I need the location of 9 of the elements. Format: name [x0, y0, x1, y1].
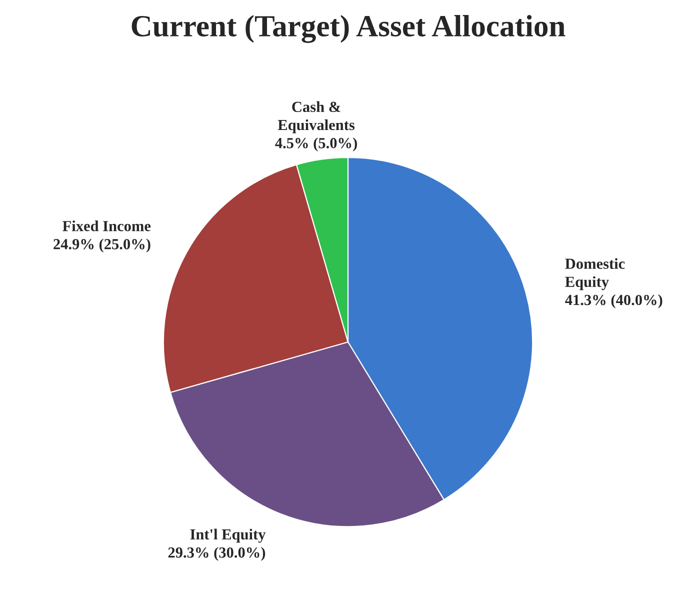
chart-title: Current (Target) Asset Allocation: [132, 15, 566, 43]
slice-label: Domestic Equity: [565, 258, 625, 290]
slice-label: Cash & Equivalents: [278, 101, 355, 134]
slice-label: Fixed Income: [62, 220, 151, 232]
slice-label: Int'l Equity: [190, 528, 266, 543]
data-label: 24.9% (25.0%): [54, 238, 150, 252]
data-label: 29.3% (30.0%): [168, 546, 266, 561]
data-label: 41.3% (40.0%): [565, 294, 662, 308]
data-label: 4.5% (5.0%): [275, 137, 357, 152]
